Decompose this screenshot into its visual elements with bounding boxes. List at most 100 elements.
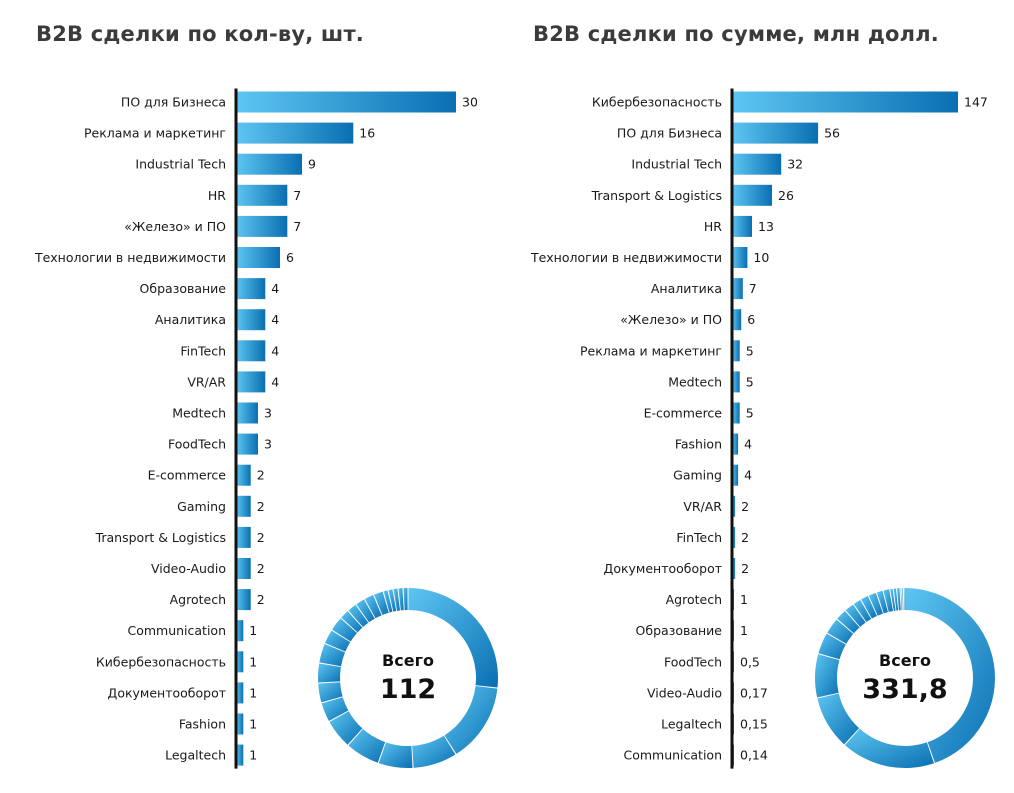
value-label: 9 <box>308 157 316 172</box>
donut-segment <box>378 742 413 769</box>
category-label: Gaming <box>673 468 722 483</box>
value-label: 2 <box>741 530 749 545</box>
donut-segment <box>883 589 894 612</box>
bar <box>236 247 280 268</box>
category-label: Реклама и маркетинг <box>580 343 722 358</box>
value-label: 0,5 <box>740 654 760 669</box>
bar <box>732 309 742 331</box>
category-label: Реклама и маркетинг <box>84 126 226 141</box>
donut-segment <box>903 588 905 611</box>
donut-segment <box>398 588 404 611</box>
value-label: 30 <box>462 95 478 110</box>
donut-segment <box>861 596 877 619</box>
value-label: 1 <box>249 685 257 700</box>
donut-segment <box>868 592 883 616</box>
value-label: 4 <box>271 374 279 389</box>
value-label: 7 <box>293 188 301 203</box>
donut-segment <box>412 735 456 768</box>
category-label: Документооборот <box>108 685 226 700</box>
category-label: Agrotech <box>170 592 226 607</box>
donut-segment <box>393 588 400 611</box>
donut-segment <box>817 693 860 745</box>
total-value: 112 <box>380 674 436 705</box>
category-label: FinTech <box>676 530 722 545</box>
value-label: 2 <box>257 592 265 607</box>
bar <box>236 122 354 144</box>
category-label: Communication <box>623 748 722 763</box>
bar <box>236 682 244 704</box>
category-label: Кибербезопасность <box>592 95 722 110</box>
donut-segment <box>876 590 888 614</box>
category-label: Video-Audio <box>647 685 722 700</box>
bar <box>236 713 244 735</box>
bar <box>732 526 736 548</box>
value-label: 13 <box>758 219 774 234</box>
category-label: Образование <box>140 281 227 296</box>
value-label: 56 <box>824 126 840 141</box>
category-label: Transport & Logistics <box>95 530 226 545</box>
category-label: Аналитика <box>155 312 226 327</box>
donut-segment <box>329 711 363 745</box>
value-label: 1 <box>740 592 748 607</box>
donut-segment <box>890 588 896 611</box>
total-title: Всего <box>382 651 434 670</box>
bar <box>732 91 958 113</box>
value-label: 2 <box>257 468 265 483</box>
bar <box>732 247 748 268</box>
donut-segment <box>325 630 351 652</box>
total-value: 331,8 <box>862 674 947 705</box>
bar <box>732 122 819 144</box>
donut-segment <box>902 588 904 611</box>
category-label: Fashion <box>675 437 722 452</box>
bar <box>236 184 288 206</box>
bar <box>732 153 782 175</box>
donut-segment <box>388 589 397 612</box>
donut-segment <box>374 591 389 616</box>
category-label: Документооборот <box>604 561 722 576</box>
value-label: 1 <box>740 623 748 638</box>
value-label: 10 <box>753 250 769 265</box>
value-label: 2 <box>257 561 265 576</box>
bar <box>236 651 244 673</box>
category-label: Кибербезопасность <box>96 654 226 669</box>
category-label: Industrial Tech <box>631 157 722 172</box>
chart-title-count: B2B сделки по кол-ву, шт. <box>36 22 364 46</box>
donut-segment <box>318 682 343 703</box>
donut-segment <box>837 611 860 634</box>
category-label: «Железо» и ПО <box>124 219 226 234</box>
value-label: 147 <box>964 95 988 110</box>
category-label: Gaming <box>177 499 226 514</box>
bar <box>236 278 266 300</box>
donut-segment <box>893 588 899 611</box>
donut-segment <box>815 654 840 698</box>
bar <box>732 495 736 517</box>
bar <box>732 558 736 579</box>
value-label: 26 <box>778 188 794 203</box>
chart-title-sum: B2B сделки по сумме, млн долл. <box>533 22 939 46</box>
category-label: FinTech <box>180 343 226 358</box>
donut-segment <box>321 697 349 722</box>
bar <box>236 744 244 766</box>
donut-segment <box>403 588 408 611</box>
value-label: 2 <box>257 530 265 545</box>
value-label: 2 <box>257 499 265 514</box>
category-label: Аналитика <box>651 281 722 296</box>
value-label: 4 <box>744 437 752 452</box>
category-label: Технологии в недвижимости <box>34 250 226 265</box>
donut-segment <box>853 599 872 623</box>
category-label: E-commerce <box>644 406 723 421</box>
bar <box>732 402 740 424</box>
donut-segment <box>900 588 903 611</box>
donut-segment <box>317 663 341 683</box>
donut-segment <box>356 599 375 623</box>
category-label: HR <box>208 188 226 203</box>
donut-segment <box>897 588 901 611</box>
category-label: Fashion <box>179 717 226 732</box>
category-label: Industrial Tech <box>135 157 226 172</box>
category-label: Legaltech <box>165 748 226 763</box>
value-label: 1 <box>249 654 257 669</box>
category-label: VR/AR <box>683 499 722 514</box>
total-title: Всего <box>879 651 931 670</box>
